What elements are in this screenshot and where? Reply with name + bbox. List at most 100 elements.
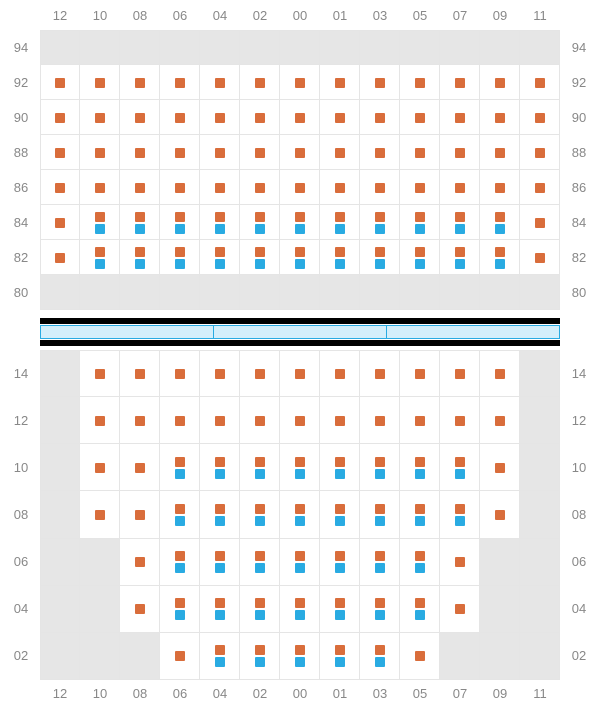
seat-marker-orange[interactable] (95, 113, 105, 123)
seat-marker-orange[interactable] (335, 416, 345, 426)
seat-marker-orange[interactable] (375, 78, 385, 88)
seat-marker-blue[interactable] (215, 516, 225, 526)
seat-marker-blue[interactable] (495, 224, 505, 234)
seat-marker-orange[interactable] (335, 598, 345, 608)
seat-marker-orange[interactable] (255, 212, 265, 222)
seat-marker-orange[interactable] (375, 598, 385, 608)
seat-marker-blue[interactable] (415, 259, 425, 269)
seat-marker-blue[interactable] (215, 657, 225, 667)
seat-marker-orange[interactable] (95, 510, 105, 520)
seat-marker-orange[interactable] (455, 78, 465, 88)
seat-marker-orange[interactable] (135, 212, 145, 222)
seat-marker-orange[interactable] (495, 247, 505, 257)
seat-marker-blue[interactable] (335, 610, 345, 620)
seat-marker-orange[interactable] (295, 369, 305, 379)
seat-marker-blue[interactable] (455, 259, 465, 269)
seat-marker-orange[interactable] (455, 416, 465, 426)
seat-marker-orange[interactable] (495, 78, 505, 88)
seat-marker-blue[interactable] (215, 469, 225, 479)
seat-marker-blue[interactable] (335, 563, 345, 573)
seat-marker-orange[interactable] (535, 78, 545, 88)
seat-marker-orange[interactable] (95, 463, 105, 473)
seat-marker-orange[interactable] (455, 212, 465, 222)
seat-marker-orange[interactable] (255, 183, 265, 193)
seat-marker-blue[interactable] (415, 610, 425, 620)
seat-marker-orange[interactable] (535, 183, 545, 193)
seat-marker-blue[interactable] (335, 516, 345, 526)
seat-marker-orange[interactable] (55, 113, 65, 123)
seat-marker-orange[interactable] (375, 113, 385, 123)
seat-marker-orange[interactable] (455, 557, 465, 567)
seat-marker-orange[interactable] (415, 598, 425, 608)
seat-marker-blue[interactable] (175, 610, 185, 620)
seat-marker-orange[interactable] (335, 504, 345, 514)
seat-marker-orange[interactable] (495, 212, 505, 222)
seat-marker-orange[interactable] (375, 416, 385, 426)
seat-marker-blue[interactable] (175, 259, 185, 269)
seat-marker-blue[interactable] (175, 224, 185, 234)
seat-marker-orange[interactable] (535, 113, 545, 123)
seat-marker-orange[interactable] (535, 148, 545, 158)
seat-marker-blue[interactable] (215, 563, 225, 573)
seat-marker-orange[interactable] (335, 113, 345, 123)
seat-marker-blue[interactable] (255, 259, 265, 269)
seat-marker-orange[interactable] (215, 416, 225, 426)
seat-marker-orange[interactable] (375, 645, 385, 655)
seat-marker-orange[interactable] (215, 113, 225, 123)
seat-marker-orange[interactable] (495, 416, 505, 426)
seat-marker-orange[interactable] (95, 416, 105, 426)
seat-marker-orange[interactable] (135, 78, 145, 88)
seat-marker-orange[interactable] (95, 78, 105, 88)
seat-marker-blue[interactable] (415, 469, 425, 479)
seat-marker-blue[interactable] (255, 610, 265, 620)
seat-marker-orange[interactable] (175, 598, 185, 608)
seat-marker-blue[interactable] (295, 657, 305, 667)
seat-marker-orange[interactable] (375, 212, 385, 222)
seat-marker-blue[interactable] (295, 469, 305, 479)
seat-marker-orange[interactable] (295, 598, 305, 608)
seat-marker-orange[interactable] (135, 416, 145, 426)
seat-marker-orange[interactable] (415, 416, 425, 426)
seat-marker-orange[interactable] (135, 148, 145, 158)
seat-marker-orange[interactable] (135, 510, 145, 520)
seat-marker-orange[interactable] (175, 504, 185, 514)
seat-marker-orange[interactable] (415, 212, 425, 222)
seat-marker-blue[interactable] (255, 516, 265, 526)
seat-marker-orange[interactable] (295, 212, 305, 222)
seat-marker-blue[interactable] (375, 469, 385, 479)
seat-marker-orange[interactable] (135, 557, 145, 567)
seat-marker-orange[interactable] (135, 463, 145, 473)
seat-marker-orange[interactable] (215, 78, 225, 88)
seat-marker-orange[interactable] (415, 183, 425, 193)
seat-marker-orange[interactable] (535, 218, 545, 228)
seat-marker-orange[interactable] (255, 457, 265, 467)
seat-marker-orange[interactable] (215, 598, 225, 608)
seat-marker-orange[interactable] (175, 651, 185, 661)
seat-marker-orange[interactable] (415, 78, 425, 88)
seat-marker-orange[interactable] (375, 369, 385, 379)
seat-marker-orange[interactable] (375, 148, 385, 158)
seat-marker-orange[interactable] (295, 113, 305, 123)
seat-marker-orange[interactable] (255, 78, 265, 88)
seat-marker-orange[interactable] (255, 113, 265, 123)
seat-marker-orange[interactable] (95, 183, 105, 193)
seat-marker-blue[interactable] (415, 224, 425, 234)
seat-marker-orange[interactable] (415, 369, 425, 379)
seat-marker-orange[interactable] (455, 457, 465, 467)
seat-marker-orange[interactable] (215, 183, 225, 193)
seat-marker-orange[interactable] (55, 183, 65, 193)
seat-marker-blue[interactable] (135, 259, 145, 269)
seat-marker-orange[interactable] (295, 78, 305, 88)
seat-marker-blue[interactable] (335, 657, 345, 667)
seat-marker-orange[interactable] (455, 113, 465, 123)
seat-marker-orange[interactable] (255, 551, 265, 561)
seat-marker-orange[interactable] (255, 148, 265, 158)
seat-marker-blue[interactable] (175, 563, 185, 573)
seat-marker-orange[interactable] (175, 247, 185, 257)
seat-marker-orange[interactable] (175, 416, 185, 426)
seat-marker-orange[interactable] (295, 457, 305, 467)
seat-marker-orange[interactable] (255, 598, 265, 608)
seat-marker-orange[interactable] (415, 551, 425, 561)
seat-marker-orange[interactable] (335, 78, 345, 88)
seat-marker-blue[interactable] (375, 610, 385, 620)
